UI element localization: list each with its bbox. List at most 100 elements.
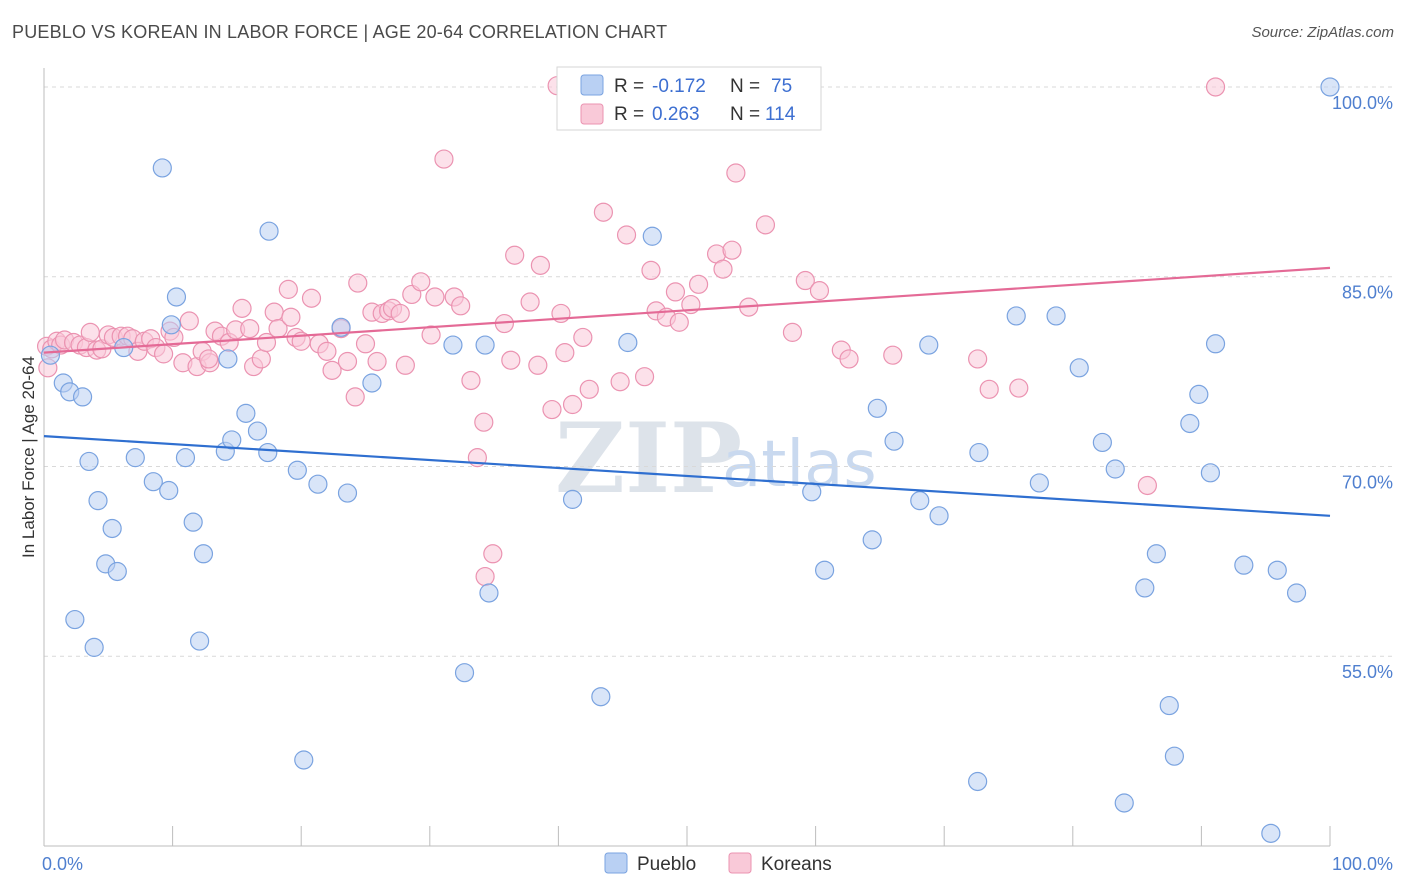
korean-point-85 [634, 367, 655, 387]
korean-point-37 [264, 302, 284, 322]
source-label: Source: ZipAtlas.com [1251, 24, 1394, 41]
pueblo-point-4 [79, 451, 99, 472]
pueblo-point-6 [102, 518, 122, 539]
pueblo-point-68 [1234, 555, 1254, 575]
korean-point-106 [979, 379, 999, 399]
pueblo-point-69 [1267, 560, 1287, 580]
korean-point-32 [232, 298, 252, 318]
pueblo-point-44 [815, 560, 835, 580]
y-axis-tick-labels: 55.0% 70.0% 85.0% 100.0% [1332, 93, 1393, 682]
pueblo-point-8 [107, 561, 127, 582]
pueblo-point-54 [1029, 473, 1049, 493]
pueblo-point-41 [618, 332, 638, 353]
pueblo-point-60 [1135, 578, 1155, 598]
pueblo-point-13 [143, 472, 163, 492]
pueblo-point-31 [308, 474, 328, 494]
korean-point-86 [641, 260, 661, 281]
pueblo-point-56 [1069, 358, 1089, 378]
y-tick-label-0: 55.0% [1342, 662, 1393, 682]
korean-point-66 [461, 370, 481, 391]
pueblo-point-49 [919, 335, 939, 355]
pueblo-points [40, 77, 1340, 843]
legend-korean-r-label: R = [614, 104, 644, 125]
pueblo-point-36 [454, 663, 475, 683]
pueblo-point-61 [1146, 544, 1166, 564]
pueblo-point-9 [65, 609, 85, 630]
korean-point-63 [434, 149, 454, 169]
korean-point-69 [483, 544, 503, 564]
legend-pueblo-n-label: N = [730, 76, 760, 97]
bottom-legend-pueblo-swatch [604, 852, 628, 874]
korean-point-82 [593, 202, 614, 222]
legend-pueblo-swatch [580, 74, 604, 96]
legend-korean-r-value: 0.263 [652, 104, 700, 125]
korean-point-68 [474, 412, 494, 432]
pueblo-point-18 [175, 448, 196, 468]
pueblo-point-28 [259, 221, 279, 241]
korean-point-72 [505, 245, 525, 265]
korean-point-109 [1205, 77, 1226, 97]
korean-point-43 [301, 288, 322, 308]
pueblo-point-38 [479, 583, 499, 603]
pueblo-point-26 [247, 421, 268, 441]
pueblo-point-19 [183, 512, 203, 532]
bottom-legend-pueblo-label: Pueblo [637, 854, 696, 875]
korean-point-89 [665, 282, 686, 302]
korean-point-98 [755, 215, 776, 235]
korean-point-83 [610, 372, 630, 392]
pueblo-point-43 [802, 482, 822, 502]
korean-point-100 [795, 270, 815, 291]
korean-point-8 [80, 322, 100, 342]
pueblo-point-24 [222, 430, 242, 450]
pueblo-point-45 [867, 398, 887, 418]
korean-point-40 [281, 307, 301, 327]
pueblo-point-20 [193, 544, 214, 564]
pueblo-point-10 [84, 637, 104, 657]
bottom-legend-korean-swatch [728, 852, 752, 874]
korean-point-75 [530, 255, 550, 275]
pueblo-point-23 [218, 349, 238, 369]
x-tick-label-0: 0.0% [42, 854, 83, 874]
pueblo-point-62 [1159, 695, 1179, 716]
korean-point-65 [451, 296, 471, 316]
korean-point-108 [1137, 475, 1157, 496]
korean-point-74 [528, 355, 548, 375]
korean-point-80 [573, 327, 593, 348]
pueblo-point-46 [862, 530, 882, 550]
pueblo-point-67 [1205, 334, 1226, 354]
trend-lines [43, 266, 1331, 517]
pueblo-point-29 [287, 460, 307, 480]
pueblo-point-50 [929, 506, 949, 526]
pueblo-point-47 [884, 431, 904, 451]
korean-point-79 [562, 394, 583, 415]
korean-point-112 [199, 349, 219, 369]
pueblo-point-63 [1164, 746, 1184, 766]
pueblo-point-3 [72, 387, 93, 407]
pueblo-point-0 [40, 345, 61, 365]
pueblo-point-58 [1105, 459, 1125, 479]
korean-points [36, 76, 1226, 587]
korean-point-46 [322, 360, 342, 380]
korean-point-78 [555, 343, 575, 363]
korean-point-53 [367, 351, 387, 372]
korean-point-113 [475, 566, 495, 587]
korean-point-81 [579, 379, 599, 399]
korean-point-94 [713, 259, 733, 279]
korean-point-24 [179, 311, 199, 331]
bottom-legend: Pueblo Koreans [604, 852, 832, 875]
pueblo-point-35 [443, 335, 463, 355]
x-tick-label-1: 100.0% [1332, 854, 1393, 874]
legend-pueblo-n-value: 75 [771, 76, 792, 97]
pueblo-point-71 [1320, 77, 1340, 97]
pueblo-point-27 [258, 442, 278, 463]
pueblo-point-70 [1286, 583, 1307, 603]
korean-point-96 [726, 163, 746, 183]
korean-point-103 [839, 349, 859, 369]
legend-korean-swatch [580, 103, 604, 125]
pueblo-point-72 [1261, 823, 1281, 843]
pueblo-point-17 [166, 287, 187, 307]
korean-point-39 [278, 279, 298, 299]
legend-korean-n-label: N = [730, 104, 760, 125]
korean-point-33 [240, 318, 260, 339]
